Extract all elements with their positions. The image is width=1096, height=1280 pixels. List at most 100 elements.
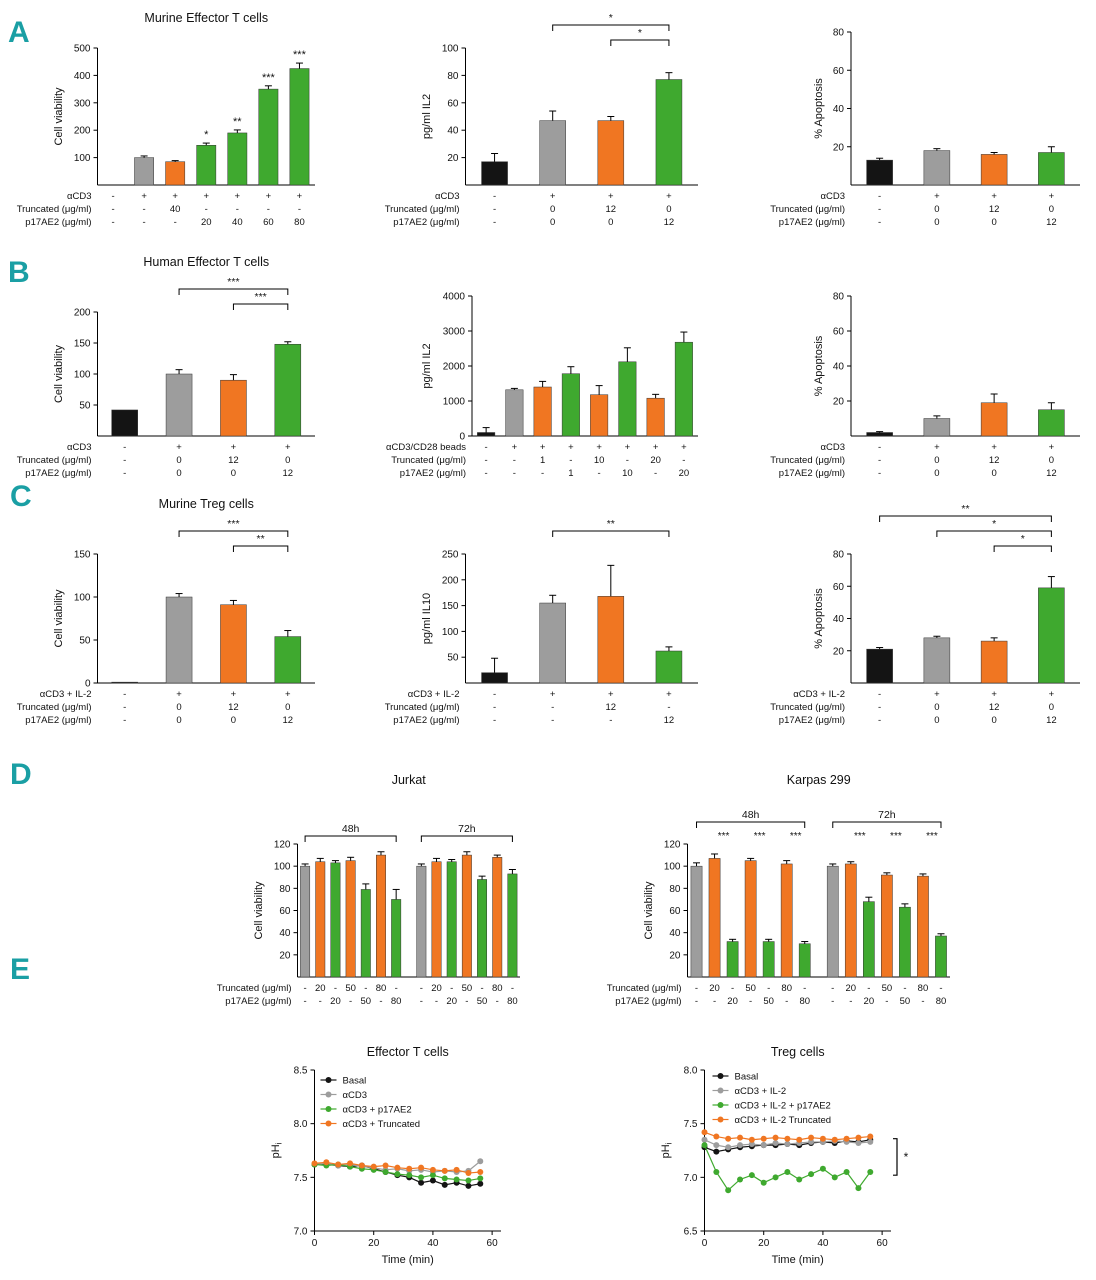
x-row-value: + xyxy=(608,191,614,202)
y-tick-label: 100 xyxy=(664,862,681,873)
x-row-value: - xyxy=(349,996,352,1007)
legend-marker xyxy=(325,1091,332,1098)
x-row-value: 12 xyxy=(283,715,294,726)
x-row-value: 12 xyxy=(1046,468,1057,479)
x-row-value: + xyxy=(550,689,556,700)
x-row-value: 12 xyxy=(228,455,239,466)
x-row-label: Truncated (μg/ml) xyxy=(17,455,92,466)
data-point xyxy=(772,1174,779,1181)
bar xyxy=(505,389,524,437)
bar xyxy=(481,161,508,186)
x-row-value: 20 xyxy=(846,983,857,994)
bar xyxy=(391,899,402,978)
data-point xyxy=(819,1165,826,1172)
y-tick-label: 4000 xyxy=(443,292,466,303)
x-row-value: + xyxy=(934,689,940,700)
x-row-value: - xyxy=(493,702,496,713)
chart-title: Murine Treg cells xyxy=(159,497,254,511)
x-row-value: 12 xyxy=(606,204,617,215)
x-row-value: 0 xyxy=(666,204,671,215)
x-row-value: - xyxy=(493,715,496,726)
x-row-value: 0 xyxy=(934,455,939,466)
y-axis-label: Cell viability xyxy=(643,881,655,940)
data-point xyxy=(323,1159,330,1166)
data-point xyxy=(808,1138,815,1145)
x-row-value: - xyxy=(903,983,906,994)
legend-label: αCD3 + IL-2 + p17AE2 xyxy=(735,1101,831,1112)
data-point xyxy=(429,1166,436,1173)
panel-label-c: C xyxy=(10,480,32,513)
data-point xyxy=(701,1136,708,1143)
x-row-value: 50 xyxy=(745,983,756,994)
y-tick-label: 200 xyxy=(74,126,91,137)
x-row-value: 80 xyxy=(507,996,518,1007)
sig-bracket-label: * xyxy=(609,12,613,24)
x-tick-label: 0 xyxy=(312,1238,318,1249)
y-axis-label: Cell viability xyxy=(53,87,65,146)
x-row-value: + xyxy=(596,442,602,453)
x-row-value: - xyxy=(111,217,114,228)
y-tick-label: 3000 xyxy=(443,327,466,338)
legend-marker xyxy=(717,1102,724,1108)
chart-d1: Jurkat 20 40 60 80 100 120 Cell viability 48h 72h… xyxy=(217,773,520,1007)
sig-bracket-label: 48h xyxy=(342,823,360,835)
y-tick-label: 8.0 xyxy=(684,1066,698,1077)
x-row-value: 0 xyxy=(934,715,939,726)
x-row-value: + xyxy=(666,689,672,700)
x-row-label: p17AE2 (μg/ml) xyxy=(25,715,91,726)
x-row-value: - xyxy=(551,715,554,726)
y-tick-label: 40 xyxy=(669,928,681,939)
bar xyxy=(1038,152,1065,186)
data-point xyxy=(725,1135,732,1142)
bar xyxy=(780,863,793,978)
x-row-value: - xyxy=(465,996,468,1007)
x-row-value: 80 xyxy=(936,996,947,1007)
data-point xyxy=(748,1141,755,1148)
x-row-value: 12 xyxy=(1046,715,1057,726)
data-point xyxy=(382,1168,389,1175)
bar xyxy=(866,432,893,437)
x-row-value: + xyxy=(568,442,574,453)
bar xyxy=(899,906,911,978)
y-tick-label: 40 xyxy=(833,104,845,115)
x-axis-label: Time (min) xyxy=(382,1254,434,1266)
x-row-value: 0 xyxy=(934,217,939,228)
x-row-label: αCD3 xyxy=(67,191,92,202)
x-row-value: + xyxy=(1049,689,1055,700)
x-row-value: 50 xyxy=(882,983,893,994)
y-tick-label: 120 xyxy=(274,840,291,851)
x-row-value: - xyxy=(598,468,601,479)
legend-marker xyxy=(325,1077,332,1083)
x-row-label: Truncated (μg/ml) xyxy=(385,204,460,215)
x-axis-label: Time (min) xyxy=(772,1254,824,1266)
x-row-value: - xyxy=(626,455,629,466)
sig-label: *** xyxy=(262,72,276,84)
chart-d2: Karpas 299 20 40 60 80 100 120 Cell viability 48… xyxy=(607,773,950,1007)
y-axis-label: % Apoptosis xyxy=(813,78,825,139)
x-row-value: 20 xyxy=(431,983,442,994)
x-row-value: - xyxy=(267,204,270,215)
bar xyxy=(431,861,442,978)
data-point xyxy=(808,1134,815,1141)
y-tick-label: 100 xyxy=(74,153,91,164)
data-point xyxy=(760,1142,767,1149)
x-row-value: - xyxy=(420,996,423,1007)
bar xyxy=(762,941,775,978)
x-row-value: - xyxy=(878,702,881,713)
bar xyxy=(690,865,703,978)
data-point xyxy=(406,1172,413,1179)
x-row-value: + xyxy=(550,191,556,202)
data-point xyxy=(784,1141,791,1148)
x-row-value: 80 xyxy=(492,983,503,994)
sig-bracket-label: * xyxy=(638,27,642,39)
bar xyxy=(655,79,683,186)
bar xyxy=(917,875,929,978)
data-point xyxy=(465,1177,472,1184)
y-tick-label: 40 xyxy=(833,362,845,373)
x-row-value: - xyxy=(319,996,322,1007)
x-row-value: - xyxy=(493,689,496,700)
sig-label: *** xyxy=(754,831,766,842)
x-row-value: + xyxy=(176,442,182,453)
